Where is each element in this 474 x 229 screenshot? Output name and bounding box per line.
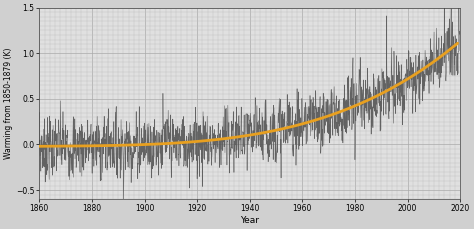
X-axis label: Year: Year (240, 216, 259, 225)
Y-axis label: Warming from 1850-1879 (K): Warming from 1850-1879 (K) (4, 48, 13, 159)
